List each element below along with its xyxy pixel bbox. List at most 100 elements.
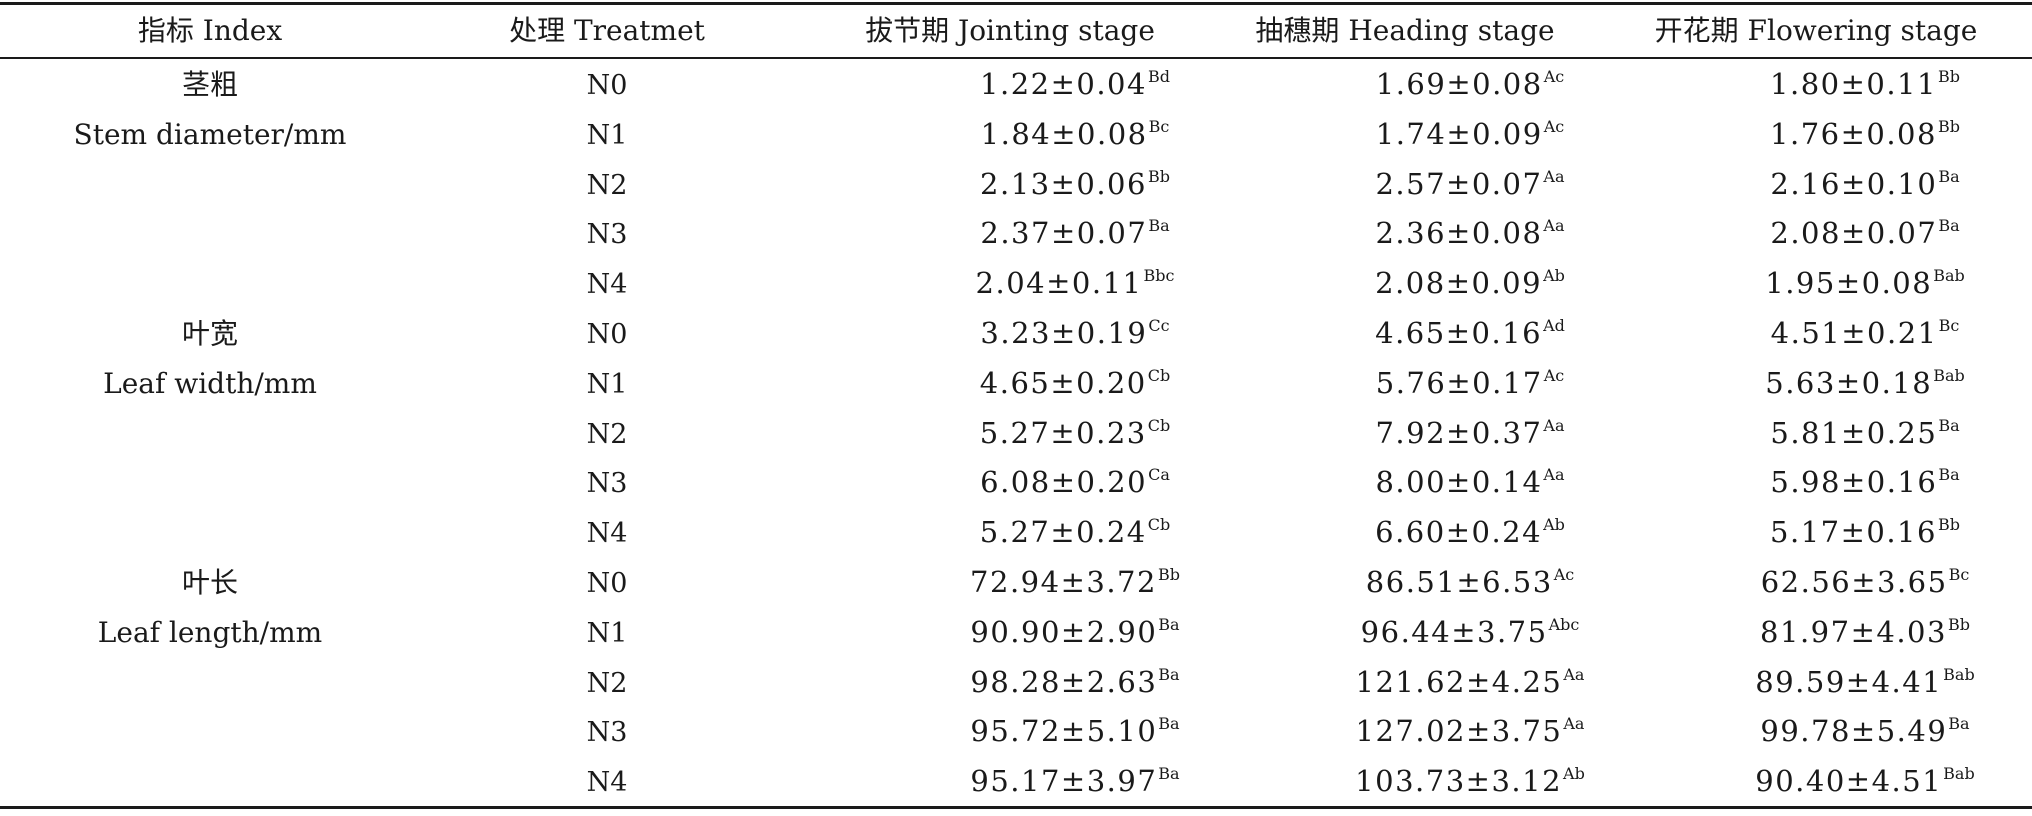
mean-sd-value: 1.22±0.04 [980, 67, 1147, 101]
significance-letters: Aa [1543, 216, 1565, 235]
treatment-cell: N4 [586, 518, 628, 549]
value-cell: 1.95±0.08Bab [1765, 266, 1965, 300]
mean-sd-value: 2.16±0.10 [1770, 167, 1938, 201]
value-cell: 6.08±0.20Ca [980, 465, 1170, 497]
significance-letters: Ab [1543, 266, 1565, 285]
treatment-cell: N2 [586, 668, 628, 699]
mean-sd-value: 1.76±0.08 [1770, 117, 1937, 151]
mean-sd-value: 1.84±0.08 [980, 117, 1148, 151]
significance-letters: Ba [1938, 216, 1960, 235]
mean-sd-value: 3.23±0.19 [980, 316, 1148, 350]
value-cell: 8.00±0.14Aa [1375, 465, 1565, 497]
significance-letters: Cb [1147, 515, 1171, 534]
mean-sd-value: 62.56±3.65 [1760, 565, 1948, 599]
value-cell: 103.73±3.12Ab [1355, 764, 1585, 798]
index-stem-diameter-en: Stem diameter/mm [73, 118, 347, 151]
significance-letters: Aa [1563, 714, 1585, 733]
significance-letters: Aa [1543, 465, 1565, 484]
mean-sd-value: 2.04±0.11 [975, 266, 1143, 300]
treatment-cell: N3 [586, 717, 628, 748]
mean-sd-value: 103.73±3.12 [1355, 764, 1563, 798]
mean-sd-value: 86.51±6.53 [1365, 565, 1553, 599]
significance-letters: Cb [1147, 366, 1171, 385]
mean-sd-value: 72.94±3.72 [970, 565, 1157, 599]
significance-letters: Ba [1948, 714, 1970, 733]
mean-sd-value: 5.98±0.16 [1770, 465, 1938, 499]
significance-letters: Ab [1563, 764, 1585, 783]
significance-letters: Bb [1937, 117, 1960, 136]
value-cell: 5.17±0.16Bb [1770, 517, 1960, 547]
significance-letters: Ca [1148, 465, 1170, 484]
significance-letters: Ab [1543, 515, 1565, 534]
mean-sd-value: 2.13±0.06 [980, 167, 1147, 201]
significance-letters: Bc [1948, 565, 1970, 584]
index-leaf-length-en: Leaf length/mm [97, 616, 323, 649]
value-cell: 1.80±0.11Bb [1770, 69, 1960, 99]
significance-letters: Bab [1943, 764, 1975, 783]
value-cell: 89.59±4.41Bab [1755, 667, 1974, 697]
significance-letters: Ba [1158, 714, 1180, 733]
mean-sd-value: 5.81±0.25 [1770, 416, 1938, 450]
mean-sd-value: 5.27±0.24 [979, 515, 1147, 549]
mean-sd-value: 95.17±3.97 [970, 764, 1158, 798]
significance-letters: Aa [1543, 167, 1565, 186]
value-cell: 2.16±0.10Ba [1770, 167, 1960, 201]
value-cell: 1.74±0.09Ac [1376, 117, 1565, 149]
treatment-cell: N1 [586, 369, 628, 400]
treatment-cell: N1 [586, 618, 628, 649]
value-cell: 95.17±3.97Ba [970, 764, 1180, 798]
value-cell: 99.78±5.49Ba [1760, 714, 1970, 748]
mean-sd-value: 2.37±0.07 [980, 216, 1148, 250]
mean-sd-value: 127.02±3.75 [1355, 714, 1563, 748]
treatment-cell: N0 [586, 70, 628, 101]
value-cell: 4.65±0.16Ad [1375, 318, 1565, 348]
significance-letters: Bab [1933, 266, 1965, 285]
mean-sd-value: 121.62±4.25 [1355, 665, 1563, 699]
significance-letters: Ac [1553, 565, 1575, 584]
mean-sd-value: 5.76±0.17 [1375, 366, 1543, 400]
value-cell: 2.08±0.09Ab [1375, 266, 1565, 298]
significance-letters: Abc [1548, 615, 1580, 634]
index-leaf-width-en: Leaf width/mm [103, 367, 317, 400]
value-cell: 5.27±0.24Cb [979, 515, 1171, 549]
significance-letters: Bc [1148, 117, 1170, 136]
value-cell: 1.76±0.08Bb [1770, 117, 1960, 151]
significance-letters: Bb [1947, 615, 1970, 634]
significance-letters: Ba [1158, 764, 1180, 783]
value-cell: 2.04±0.11Bbc [975, 266, 1175, 300]
table-header-rule [0, 57, 2032, 59]
value-cell: 1.69±0.08Ac [1375, 67, 1565, 101]
mean-sd-value: 90.40±4.51 [1755, 764, 1943, 798]
header-flowering-stage: 开花期 Flowering stage [1654, 14, 1978, 47]
value-cell: 2.57±0.07Aa [1375, 167, 1565, 199]
value-cell: 62.56±3.65Bc [1760, 565, 1970, 599]
mean-sd-value: 2.36±0.08 [1375, 216, 1543, 250]
mean-sd-value: 1.95±0.08 [1765, 266, 1933, 300]
mean-sd-value: 1.69±0.08 [1375, 67, 1543, 101]
value-cell: 4.51±0.21Bc [1771, 316, 1960, 348]
significance-letters: Bab [1933, 366, 1965, 385]
value-cell: 1.22±0.04Bd [980, 67, 1170, 101]
significance-letters: Ba [1938, 167, 1960, 186]
significance-letters: Ac [1543, 117, 1565, 136]
significance-letters: Ac [1543, 67, 1565, 86]
value-cell: 2.37±0.07Ba [980, 216, 1169, 250]
significance-letters: Ac [1543, 366, 1565, 385]
treatment-cell: N4 [586, 269, 628, 300]
significance-letters: Ba [1158, 615, 1180, 634]
value-cell: 2.08±0.07Ba [1770, 216, 1960, 250]
mean-sd-value: 2.08±0.07 [1770, 216, 1938, 250]
value-cell: 3.23±0.19Cc [980, 316, 1169, 350]
mean-sd-value: 99.78±5.49 [1760, 714, 1948, 748]
table-top-rule [0, 2, 2032, 5]
treatment-cell: N2 [586, 170, 628, 201]
value-cell: 90.40±4.51Bab [1755, 764, 1975, 798]
value-cell: 5.27±0.23Cb [980, 418, 1170, 448]
value-cell: 90.90±2.90Ba [970, 615, 1180, 647]
significance-letters: Bb [1157, 565, 1180, 584]
value-cell: 6.60±0.24Ab [1375, 515, 1565, 547]
significance-letters: Bd [1147, 67, 1170, 86]
significance-letters: Bc [1938, 316, 1960, 335]
header-index: 指标 Index [137, 14, 283, 47]
header-jointing-stage: 拔节期 Jointing stage [865, 14, 1155, 47]
